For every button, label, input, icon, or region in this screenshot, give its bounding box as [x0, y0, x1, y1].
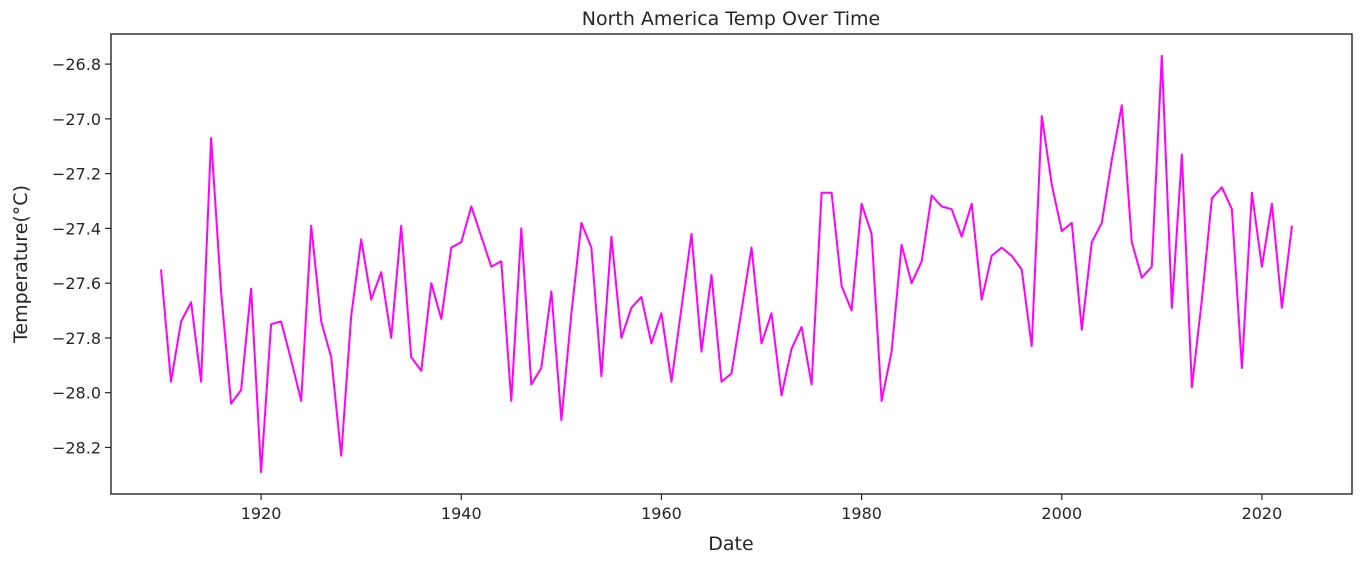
x-tick-label: 1940: [441, 504, 482, 523]
x-axis-ticks: 1920 1940 1960 1980 2000 2020: [241, 494, 1283, 523]
y-tick-label: −27.4: [52, 219, 101, 238]
x-tick-label: 1960: [641, 504, 682, 523]
plot-area: [160, 54, 1293, 474]
x-axis-label: Date: [708, 533, 753, 555]
y-axis-ticks: −28.2 −28.0 −27.8 −27.6 −27.4 −27.2 −27.0 −26.8: [52, 55, 111, 457]
x-tick-label: 1980: [841, 504, 882, 523]
series-line: [160, 54, 1293, 474]
y-tick-label: −27.2: [52, 165, 101, 184]
y-tick-label: −27.0: [52, 110, 101, 129]
x-tick-label: 1920: [241, 504, 282, 523]
chart-title: North America Temp Over Time: [582, 8, 881, 30]
x-tick-label: 2000: [1041, 504, 1082, 523]
y-tick-label: −27.6: [52, 274, 101, 293]
x-tick-label: 2020: [1242, 504, 1283, 523]
y-axis-label: Temperature(°C): [10, 185, 32, 344]
y-tick-label: −26.8: [52, 55, 101, 74]
y-tick-label: −28.0: [52, 384, 101, 403]
y-tick-label: −27.8: [52, 329, 101, 348]
y-tick-label: −28.2: [52, 438, 101, 457]
plot-frame: [110, 33, 1353, 495]
